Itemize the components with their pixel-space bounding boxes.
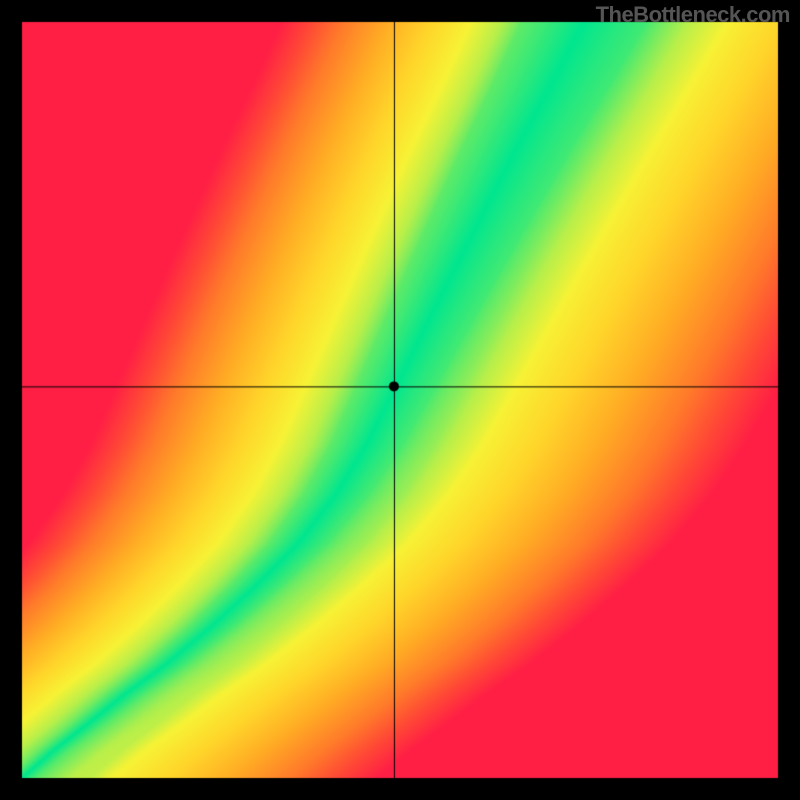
- watermark-text: TheBottleneck.com: [596, 2, 790, 28]
- bottleneck-heatmap: [0, 0, 800, 800]
- chart-container: TheBottleneck.com: [0, 0, 800, 800]
